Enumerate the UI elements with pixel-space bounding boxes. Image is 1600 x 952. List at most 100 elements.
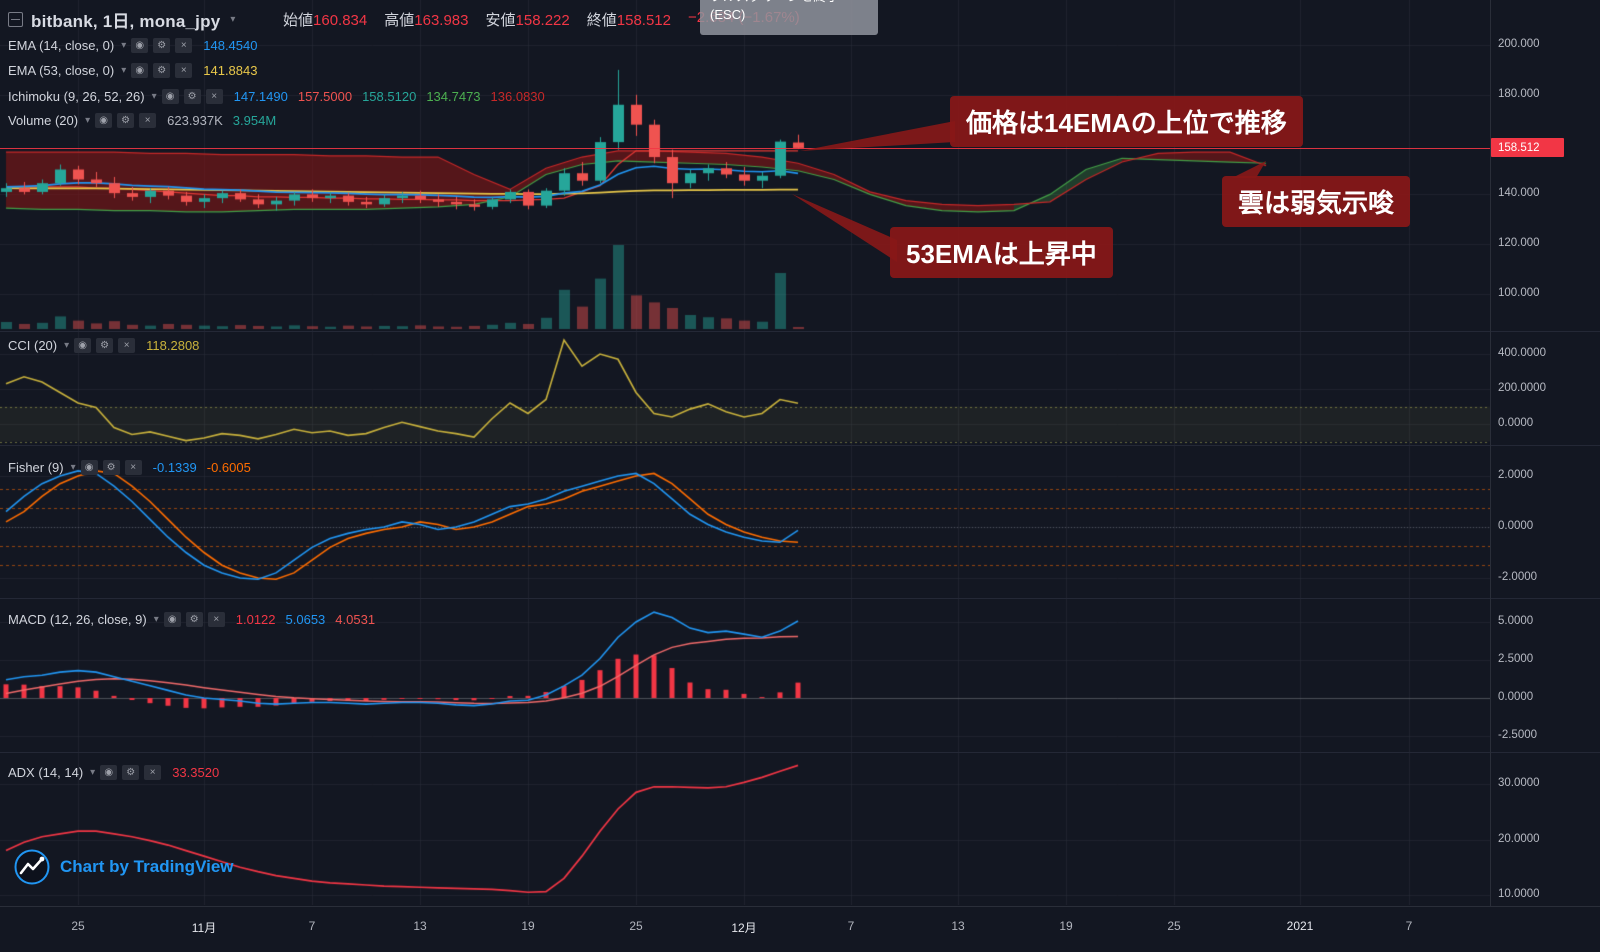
pane-separator[interactable] xyxy=(0,752,1600,753)
axis-label: -2.0000 xyxy=(1498,571,1538,583)
time-axis-label: 13 xyxy=(413,919,427,933)
settings-icon[interactable]: ⚙ xyxy=(185,612,203,627)
chevron-down-icon[interactable]: ▾ xyxy=(121,65,127,76)
symbol-title[interactable]: bitbank, 1日, mona_jpy xyxy=(31,12,221,31)
time-axis-label: 7 xyxy=(1405,919,1413,933)
fullscreen-tooltip: フルスクリーンを終了 (ESC) xyxy=(700,0,878,35)
settings-icon[interactable]: ⚙ xyxy=(153,38,171,53)
cci-value: 118.2808 xyxy=(146,338,200,353)
visibility-icon[interactable]: ◉ xyxy=(161,89,179,104)
visibility-icon[interactable]: ◉ xyxy=(74,338,92,353)
axis-label: 20.0000 xyxy=(1498,833,1540,845)
chevron-down-icon[interactable]: ▾ xyxy=(153,614,159,625)
pane-separator[interactable] xyxy=(0,331,1600,332)
fisher-trigger-value: -0.6005 xyxy=(206,460,251,475)
low-value: 158.222 xyxy=(515,12,570,29)
chevron-down-icon[interactable]: ▾ xyxy=(121,40,127,51)
annotation-cloud-bearish[interactable]: 雲は弱気示唆 xyxy=(1222,176,1411,227)
close-icon[interactable]: × xyxy=(205,89,223,104)
price-axis-separator xyxy=(1490,0,1491,951)
chevron-down-icon[interactable]: ▾ xyxy=(70,462,76,473)
time-axis[interactable]: 25 11月 7 13 19 25 12月 7 13 19 25 2021 7 xyxy=(0,906,1600,952)
tradingview-watermark-link[interactable]: Chart by TradingView xyxy=(60,857,234,876)
time-axis-label: 13 xyxy=(951,919,965,933)
close-icon[interactable]: × xyxy=(175,63,193,78)
settings-icon[interactable]: ⚙ xyxy=(102,460,120,475)
tooltip-esc: (ESC) xyxy=(710,7,746,22)
indicator-label-fisher[interactable]: Fisher (9) xyxy=(8,460,64,475)
fisher-value: -0.1339 xyxy=(152,460,197,475)
annotation-ema53-rising[interactable]: 53EMAは上昇中 xyxy=(890,227,1113,278)
open-label: 始値 xyxy=(283,12,314,29)
settings-icon[interactable]: ⚙ xyxy=(183,89,201,104)
indicator-label-macd[interactable]: MACD (12, 26, close, 9) xyxy=(8,612,147,627)
axis-label: 0.0000 xyxy=(1498,691,1534,703)
settings-icon[interactable]: ⚙ xyxy=(122,765,140,780)
ema14-value: 148.4540 xyxy=(203,38,258,53)
close-icon[interactable]: × xyxy=(124,460,142,475)
axis-label: 5.0000 xyxy=(1498,615,1534,627)
macd-signal-value: 4.0531 xyxy=(335,612,376,627)
ichimoku-tenkan-value: 147.1490 xyxy=(233,89,288,104)
axis-label: 200.000 xyxy=(1498,38,1540,50)
volume-value: 623.937K xyxy=(167,113,223,128)
close-label: 終値 xyxy=(586,12,617,29)
axis-label: 200.0000 xyxy=(1498,382,1546,394)
chevron-down-icon[interactable]: ▾ xyxy=(230,14,236,25)
axis-label: 30.0000 xyxy=(1498,777,1540,789)
volume-ma-value: 3.954M xyxy=(232,113,277,128)
visibility-icon[interactable]: ◉ xyxy=(131,63,149,78)
adx-pane-canvas[interactable] xyxy=(0,752,1490,905)
indicator-label-ema53[interactable]: EMA (53, close, 0) xyxy=(8,63,115,78)
chevron-down-icon[interactable]: ▾ xyxy=(64,340,70,351)
axis-label: 100.000 xyxy=(1498,287,1540,299)
fisher-pane-canvas[interactable] xyxy=(0,445,1490,598)
axis-label: 10.0000 xyxy=(1498,888,1540,900)
indicator-label-ichimoku[interactable]: Ichimoku (9, 26, 52, 26) xyxy=(8,89,145,104)
settings-icon[interactable]: ⚙ xyxy=(153,63,171,78)
close-icon[interactable]: × xyxy=(118,338,136,353)
annotation-price-above-ema14[interactable]: 価格は14EMAの上位で推移 xyxy=(950,96,1303,147)
settings-icon[interactable]: ⚙ xyxy=(96,338,114,353)
time-axis-label: 19 xyxy=(1059,919,1073,933)
adx-value: 33.3520 xyxy=(172,765,220,780)
layout-grid-icon[interactable] xyxy=(8,12,23,27)
indicator-label-adx[interactable]: ADX (14, 14) xyxy=(8,765,84,780)
close-icon[interactable]: × xyxy=(207,612,225,627)
chevron-down-icon[interactable]: ▾ xyxy=(90,767,96,778)
close-icon[interactable]: × xyxy=(144,765,162,780)
chevron-down-icon[interactable]: ▾ xyxy=(85,115,91,126)
indicator-label-volume[interactable]: Volume (20) xyxy=(8,113,79,128)
visibility-icon[interactable]: ◉ xyxy=(100,765,118,780)
axis-label: 400.0000 xyxy=(1498,347,1546,359)
ichimoku-senkou-b-value: 136.0830 xyxy=(490,89,545,104)
close-icon[interactable]: × xyxy=(139,113,157,128)
visibility-icon[interactable]: ◉ xyxy=(163,612,181,627)
cci-pane-canvas[interactable] xyxy=(0,331,1490,445)
visibility-icon[interactable]: ◉ xyxy=(80,460,98,475)
low-label: 安値 xyxy=(485,12,516,29)
close-icon[interactable]: × xyxy=(175,38,193,53)
high-label: 高値 xyxy=(384,12,415,29)
macd-line-value: 5.0653 xyxy=(285,612,326,627)
time-axis-label: 7 xyxy=(847,919,855,933)
time-axis-label: 25 xyxy=(1167,919,1181,933)
pane-separator[interactable] xyxy=(0,598,1600,599)
pane-separator[interactable] xyxy=(0,445,1600,446)
macd-hist-value: 1.0122 xyxy=(235,612,276,627)
visibility-icon[interactable]: ◉ xyxy=(131,38,149,53)
indicator-label-cci[interactable]: CCI (20) xyxy=(8,338,58,353)
tradingview-logo-icon xyxy=(14,849,50,885)
settings-icon[interactable]: ⚙ xyxy=(117,113,135,128)
axis-label: 180.000 xyxy=(1498,88,1540,100)
visibility-icon[interactable]: ◉ xyxy=(95,113,113,128)
time-axis-label: 7 xyxy=(308,919,316,933)
indicator-label-ema14[interactable]: EMA (14, close, 0) xyxy=(8,38,115,53)
chevron-down-icon[interactable]: ▾ xyxy=(151,91,157,102)
last-price-badge: 158.512 xyxy=(1491,138,1564,157)
macd-pane-canvas[interactable] xyxy=(0,598,1490,752)
tooltip-text: フルスクリーンを終了 xyxy=(710,0,868,6)
axis-label: -2.5000 xyxy=(1498,729,1538,741)
time-axis-label: 25 xyxy=(629,919,643,933)
